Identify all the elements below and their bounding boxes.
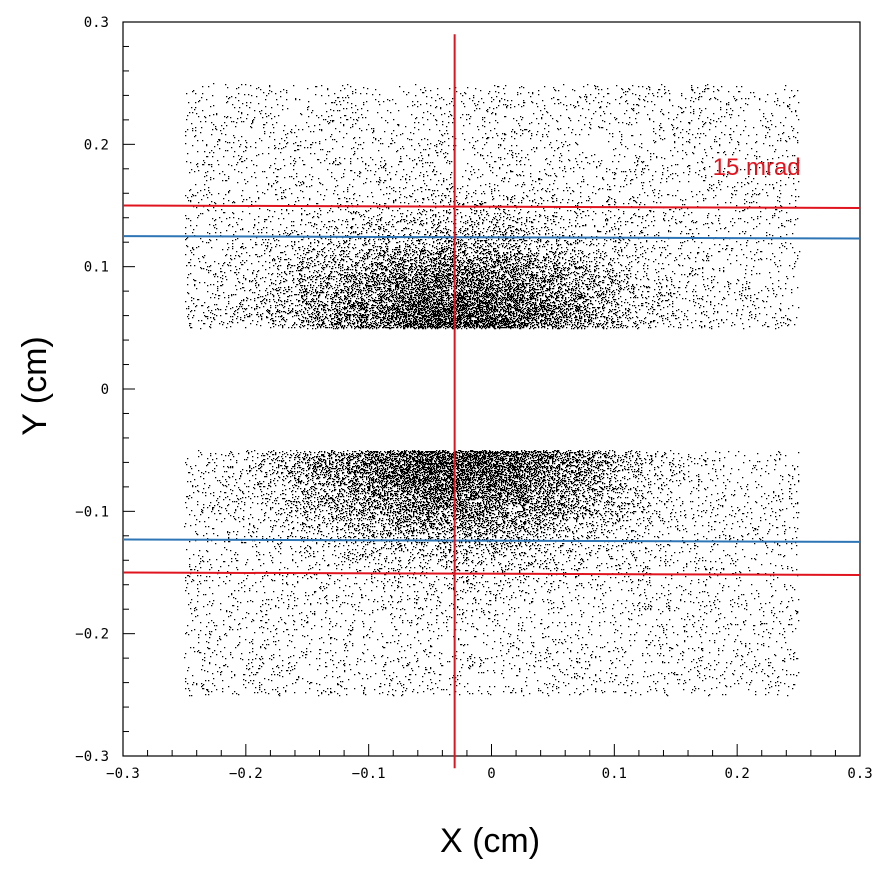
x-tick-label: −0.1 xyxy=(352,766,386,782)
blue-horizontal-line xyxy=(122,235,861,240)
y-tick-label: −0.2 xyxy=(75,627,109,643)
x-tick-label: 0.3 xyxy=(847,766,872,782)
x-tick-label: 0.2 xyxy=(725,766,750,782)
y-tick-label: 0.2 xyxy=(84,137,109,153)
x-axis-title: X (cm) xyxy=(440,822,540,860)
y-tick-label: 0.3 xyxy=(84,15,109,31)
plot-frame xyxy=(122,21,861,757)
x-tick-label: 0.1 xyxy=(602,766,627,782)
x-tick-label: −0.3 xyxy=(106,766,140,782)
scatter-point-cloud xyxy=(184,83,801,697)
y-tick-label: −0.1 xyxy=(75,504,109,520)
x-tick-label: 0 xyxy=(487,766,495,782)
overlay-lines xyxy=(122,34,861,769)
blue-horizontal-line xyxy=(122,538,861,543)
red-horizontal-line xyxy=(122,204,861,209)
x-tick-label: −0.2 xyxy=(229,766,263,782)
y-axis-title: Y (cm) xyxy=(16,336,54,435)
axis-ticks: −0.3 −0.2 −0.1 0 0.1 0.2 0.3 −0.3 −0.2 −0.1 0 0.1 0.… xyxy=(75,15,872,782)
red-horizontal-line xyxy=(122,571,861,576)
y-tick-label: −0.3 xyxy=(75,749,109,765)
annotation-15-mrad: 15 mrad xyxy=(713,154,801,181)
scatter-points xyxy=(184,83,801,697)
y-tick-label: 0 xyxy=(101,382,109,398)
y-tick-label: 0.1 xyxy=(84,260,109,276)
